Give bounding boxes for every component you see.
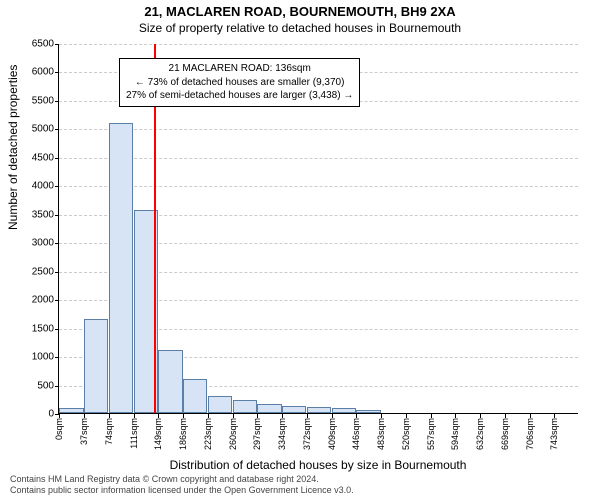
histogram-bar <box>307 407 331 413</box>
histogram-bar <box>109 123 133 413</box>
ytick-mark <box>55 300 59 301</box>
ytick-mark <box>55 44 59 45</box>
gridline-h <box>59 44 578 45</box>
xtick-label: 372sqm <box>302 418 312 450</box>
ytick-mark <box>55 72 59 73</box>
ytick-label: 3500 <box>14 209 54 220</box>
ytick-mark <box>55 158 59 159</box>
xtick-label: 260sqm <box>228 418 238 450</box>
footer-attribution: Contains HM Land Registry data © Crown c… <box>10 474 354 497</box>
gridline-h <box>59 186 578 187</box>
ytick-mark <box>55 357 59 358</box>
ytick-label: 3000 <box>14 238 54 249</box>
ytick-label: 6000 <box>14 67 54 78</box>
ytick-label: 2500 <box>14 266 54 277</box>
xtick-label: 520sqm <box>401 418 411 450</box>
page-subtitle: Size of property relative to detached ho… <box>0 21 600 35</box>
callout-line: 27% of semi-detached houses are larger (… <box>126 89 353 103</box>
gridline-h <box>59 129 578 130</box>
histogram-bar <box>332 408 356 413</box>
xtick-label: 74sqm <box>104 418 114 445</box>
histogram-bar <box>183 379 207 413</box>
histogram-bar <box>158 350 182 413</box>
xtick-label: 483sqm <box>376 418 386 450</box>
ytick-label: 500 <box>14 380 54 391</box>
histogram-bar <box>208 396 232 413</box>
ytick-mark <box>55 329 59 330</box>
ytick-label: 4000 <box>14 181 54 192</box>
xtick-label: 186sqm <box>178 418 188 450</box>
histogram-bar <box>233 400 257 413</box>
xtick-label: 149sqm <box>153 418 163 450</box>
callout-box: 21 MACLAREN ROAD: 136sqm← 73% of detache… <box>119 58 360 107</box>
ytick-mark <box>55 215 59 216</box>
ytick-mark <box>55 101 59 102</box>
plot-area: 0sqm37sqm74sqm111sqm149sqm186sqm223sqm26… <box>58 44 578 414</box>
gridline-h <box>59 158 578 159</box>
xtick-label: 111sqm <box>129 418 139 449</box>
xtick-label: 297sqm <box>252 418 262 450</box>
y-axis-label: Number of detached properties <box>6 65 20 230</box>
xtick-label: 594sqm <box>450 418 460 450</box>
ytick-label: 1000 <box>14 352 54 363</box>
callout-line: 21 MACLAREN ROAD: 136sqm <box>126 62 353 76</box>
page-title: 21, MACLAREN ROAD, BOURNEMOUTH, BH9 2XA <box>0 4 600 19</box>
ytick-mark <box>55 129 59 130</box>
xtick-label: 706sqm <box>525 418 535 450</box>
ytick-mark <box>55 272 59 273</box>
ytick-label: 5000 <box>14 124 54 135</box>
ytick-mark <box>55 186 59 187</box>
histogram-bar <box>282 406 306 413</box>
ytick-mark <box>55 386 59 387</box>
ytick-label: 2000 <box>14 295 54 306</box>
xtick-label: 0sqm <box>54 418 64 440</box>
xtick-label: 669sqm <box>500 418 510 450</box>
xtick-label: 632sqm <box>475 418 485 450</box>
histogram-bar <box>59 408 83 413</box>
histogram-bar <box>356 410 380 413</box>
callout-line: ← 73% of detached houses are smaller (9,… <box>126 76 353 90</box>
x-axis-label: Distribution of detached houses by size … <box>58 458 578 472</box>
xtick-label: 409sqm <box>327 418 337 450</box>
xtick-label: 743sqm <box>549 418 559 450</box>
footer-line-1: Contains HM Land Registry data © Crown c… <box>10 474 354 485</box>
histogram-bar <box>84 319 108 413</box>
footer-line-2: Contains public sector information licen… <box>10 485 354 496</box>
xtick-label: 446sqm <box>351 418 361 450</box>
histogram-bar <box>257 404 281 413</box>
ytick-mark <box>55 243 59 244</box>
xtick-label: 557sqm <box>426 418 436 450</box>
xtick-label: 223sqm <box>203 418 213 450</box>
ytick-label: 6500 <box>14 39 54 50</box>
title-block: 21, MACLAREN ROAD, BOURNEMOUTH, BH9 2XA … <box>0 0 600 35</box>
ytick-label: 4500 <box>14 152 54 163</box>
ytick-label: 1500 <box>14 323 54 334</box>
ytick-label: 5500 <box>14 95 54 106</box>
ytick-label: 0 <box>14 409 54 420</box>
xtick-label: 37sqm <box>79 418 89 445</box>
histogram-chart: 0sqm37sqm74sqm111sqm149sqm186sqm223sqm26… <box>58 44 578 414</box>
xtick-label: 334sqm <box>277 418 287 450</box>
